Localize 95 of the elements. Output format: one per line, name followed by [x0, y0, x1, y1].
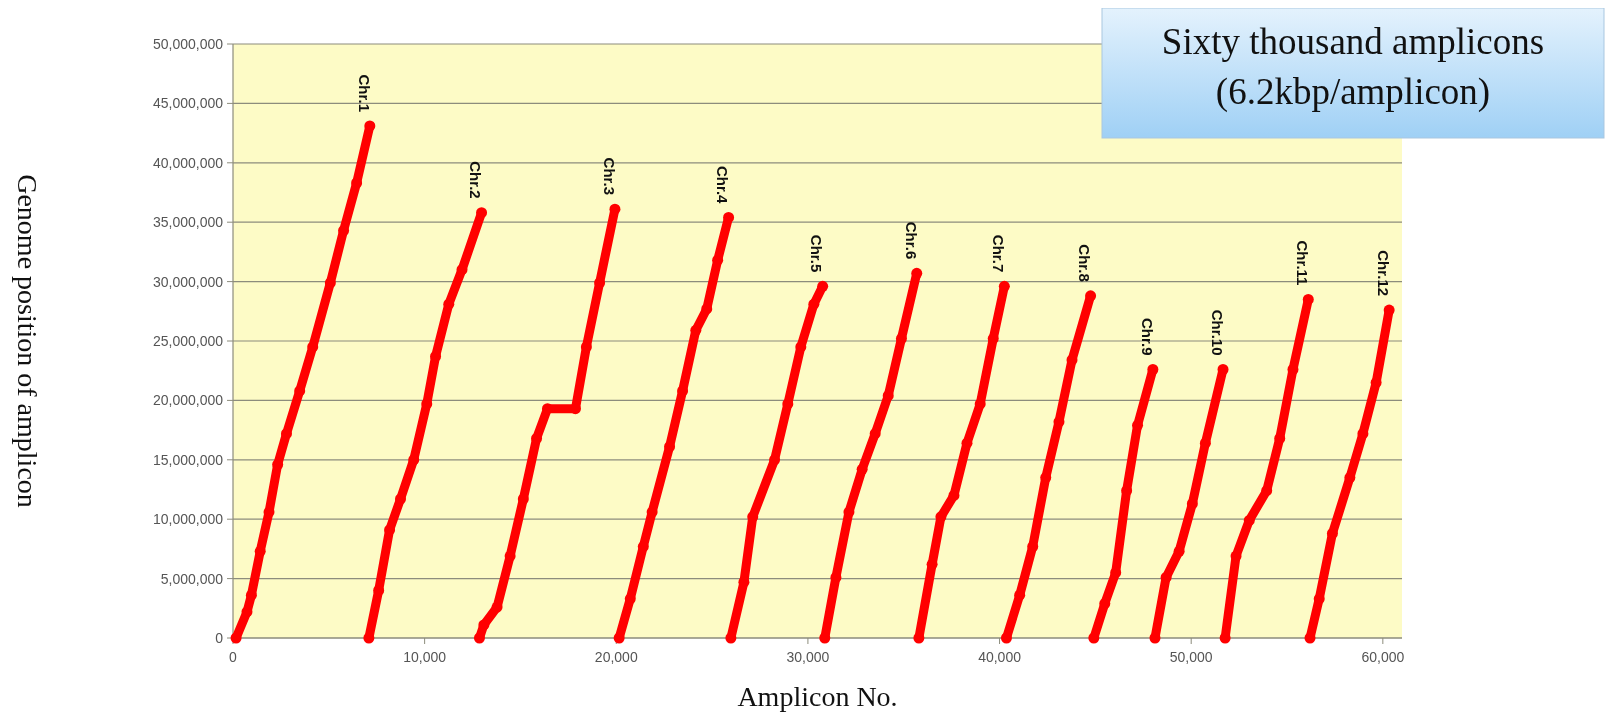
- point: [443, 298, 455, 310]
- point: [294, 385, 306, 397]
- point: [1085, 290, 1097, 302]
- point: [869, 428, 881, 440]
- point: [843, 506, 855, 518]
- point: [624, 593, 636, 605]
- point: [1149, 632, 1161, 644]
- point: [913, 632, 925, 644]
- point: [1302, 293, 1314, 305]
- point: [1053, 416, 1065, 428]
- y-tick-label: 45,000,000: [152, 95, 224, 112]
- y-tick-label: 0: [215, 629, 224, 646]
- y-tick-label: 30,000,000: [152, 273, 224, 290]
- point: [613, 632, 625, 644]
- point: [394, 493, 406, 505]
- point: [637, 541, 649, 553]
- point: [351, 177, 363, 189]
- point: [491, 601, 503, 613]
- point: [974, 398, 986, 410]
- y-tick-label: 10,000,000: [152, 511, 224, 528]
- point: [517, 493, 529, 505]
- point: [795, 341, 807, 353]
- point: [531, 432, 543, 444]
- point: [476, 207, 488, 219]
- point: [808, 298, 820, 310]
- y-tick-label: 5,000,000: [160, 570, 224, 587]
- annotation: Chr.1: [355, 74, 373, 112]
- point: [478, 619, 490, 631]
- point: [504, 550, 516, 562]
- x-tick-label: 0: [229, 649, 238, 665]
- point: [935, 511, 947, 523]
- point: [690, 324, 702, 336]
- point: [456, 264, 468, 276]
- point: [1132, 419, 1144, 431]
- point: [364, 120, 376, 132]
- point: [1243, 514, 1255, 526]
- y-tick-label: 35,000,000: [152, 214, 224, 231]
- x-tick-label: 60,000: [1361, 649, 1405, 665]
- y-tick-label: 25,000,000: [152, 332, 224, 349]
- point: [280, 428, 292, 440]
- point: [1014, 589, 1026, 601]
- point: [1099, 598, 1111, 610]
- point: [1219, 632, 1231, 644]
- y-tick-label: 50,000,000: [152, 35, 224, 52]
- point: [324, 277, 336, 289]
- point: [609, 203, 621, 215]
- point: [1066, 354, 1078, 366]
- y-tick-label: 40,000,000: [152, 154, 224, 171]
- point: [1313, 593, 1325, 605]
- annotation: Chr.10: [1208, 309, 1226, 356]
- point: [1110, 567, 1122, 579]
- point: [541, 403, 553, 415]
- x-tick-label: 30,000: [786, 649, 830, 665]
- point: [701, 303, 713, 315]
- point: [263, 506, 275, 518]
- annotation: Chr.5: [808, 234, 826, 273]
- annotation: Chr.2: [467, 161, 485, 199]
- point: [1160, 571, 1172, 583]
- x-tick-label: 40,000: [978, 649, 1022, 665]
- point: [856, 463, 868, 475]
- point: [961, 437, 973, 449]
- point: [241, 606, 253, 618]
- annotation: Chr.7: [990, 234, 1008, 273]
- point: [725, 632, 737, 644]
- point: [817, 280, 829, 292]
- x-tick-label: 20,000: [594, 649, 638, 665]
- annotation: Chr.3: [600, 157, 618, 196]
- point: [363, 632, 375, 644]
- annotation: Chr.9: [1138, 318, 1156, 356]
- point: [1088, 632, 1100, 644]
- point: [998, 280, 1010, 292]
- y-tick-label: 20,000,000: [152, 392, 224, 409]
- annotation: Chr.12: [1374, 250, 1392, 297]
- x-tick-label: 50,000: [1169, 649, 1213, 665]
- point: [769, 454, 781, 466]
- annotation: Sixty thousand amplicons (6.2kbp/amplicon): [1161, 21, 1545, 113]
- x-tick-label: 10,000: [403, 649, 447, 665]
- point: [646, 506, 658, 518]
- point: [1261, 485, 1273, 497]
- point: [408, 454, 420, 466]
- x-axis-title: Amplicon No.: [737, 681, 898, 712]
- point: [473, 632, 485, 644]
- point: [782, 398, 794, 410]
- point: [911, 267, 923, 279]
- point: [1304, 632, 1316, 644]
- y-axis-title: Genome position of amplicon: [12, 174, 44, 508]
- point: [1000, 632, 1012, 644]
- annotation: Chr.11: [1294, 240, 1312, 286]
- annotation: Chr.4: [714, 165, 732, 205]
- y-tick-label: 15,000,000: [152, 451, 224, 468]
- point: [723, 211, 735, 223]
- annotation: Chr.6: [902, 221, 920, 260]
- point: [712, 254, 724, 266]
- point: [1186, 498, 1198, 510]
- annotation: Chr.8: [1076, 244, 1094, 282]
